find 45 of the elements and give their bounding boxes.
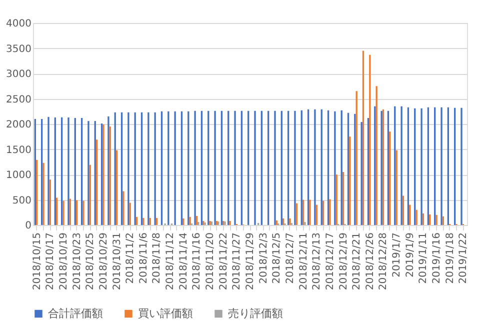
x-tick-label: 2019/1/18 [444, 232, 456, 284]
y-tick-label: 3000 [6, 69, 32, 80]
x-tick-label: 2018/11/22 [218, 232, 230, 290]
y-tick-label: 500 [12, 195, 32, 206]
x-tick-label: 2018/12/17 [324, 232, 336, 290]
x-tick-label: 2018/10/19 [58, 232, 70, 290]
legend-label: 買い評価額 [138, 306, 193, 320]
x-tick-label: 2018/12/28 [378, 232, 390, 290]
x-tick-label: 2019/1/7 [392, 232, 403, 278]
x-tick-label: 2018/12/26 [364, 232, 376, 290]
x-tick-label: 2018/10/17 [45, 232, 56, 290]
x-tick-label: 2018/12/3 [258, 232, 270, 284]
x-tick-label: 2018/12/7 [284, 232, 296, 284]
x-tick-label: 2018/11/27 [232, 232, 243, 290]
legend-label: 売り評価額 [228, 306, 283, 320]
legend-label: 合計評価額 [48, 306, 103, 320]
x-tick-label: 2018/11/8 [152, 232, 163, 284]
x-tick-label: 2018/12/5 [272, 232, 283, 284]
y-tick-label: 1500 [6, 144, 32, 156]
x-tick-label: 2018/11/20 [205, 232, 216, 290]
y-tick-label: 4000 [6, 18, 32, 30]
x-tick-label: 2019/1/9 [404, 232, 416, 278]
y-tick-label: 3500 [6, 44, 32, 55]
x-tick-label: 2018/11/12 [165, 232, 176, 290]
x-tick-label: 2018/11/6 [138, 232, 150, 284]
x-tick-label: 2018/11/14 [178, 232, 190, 290]
x-tick-label: 2018/12/19 [338, 232, 350, 290]
x-tick-label: 2018/11/2 [125, 232, 136, 284]
x-tick-label: 2018/10/31 [112, 232, 123, 290]
x-tick-label: 2018/12/21 [352, 232, 363, 290]
x-tick-label: 2018/12/11 [298, 232, 310, 290]
x-tick-label: 2018/12/13 [312, 232, 323, 290]
x-tick-label: 2018/10/25 [85, 232, 96, 290]
y-tick-label: 2500 [6, 94, 32, 106]
x-tick-label: 2019/1/11 [418, 232, 430, 284]
x-tick-label: 2019/1/16 [432, 232, 443, 284]
y-tick-label: 0 [25, 220, 32, 232]
x-tick-label: 2018/10/15 [32, 232, 43, 290]
x-tick-label: 2019/1/22 [458, 232, 470, 284]
x-tick-label: 2018/10/23 [72, 232, 83, 290]
y-tick-label: 2000 [6, 120, 32, 130]
y-tick-label: 1000 [6, 170, 32, 181]
x-tick-label: 2018/11/29 [245, 232, 256, 290]
x-tick-label: 2018/11/16 [192, 232, 203, 290]
x-tick-label: 2018/10/29 [98, 232, 110, 290]
